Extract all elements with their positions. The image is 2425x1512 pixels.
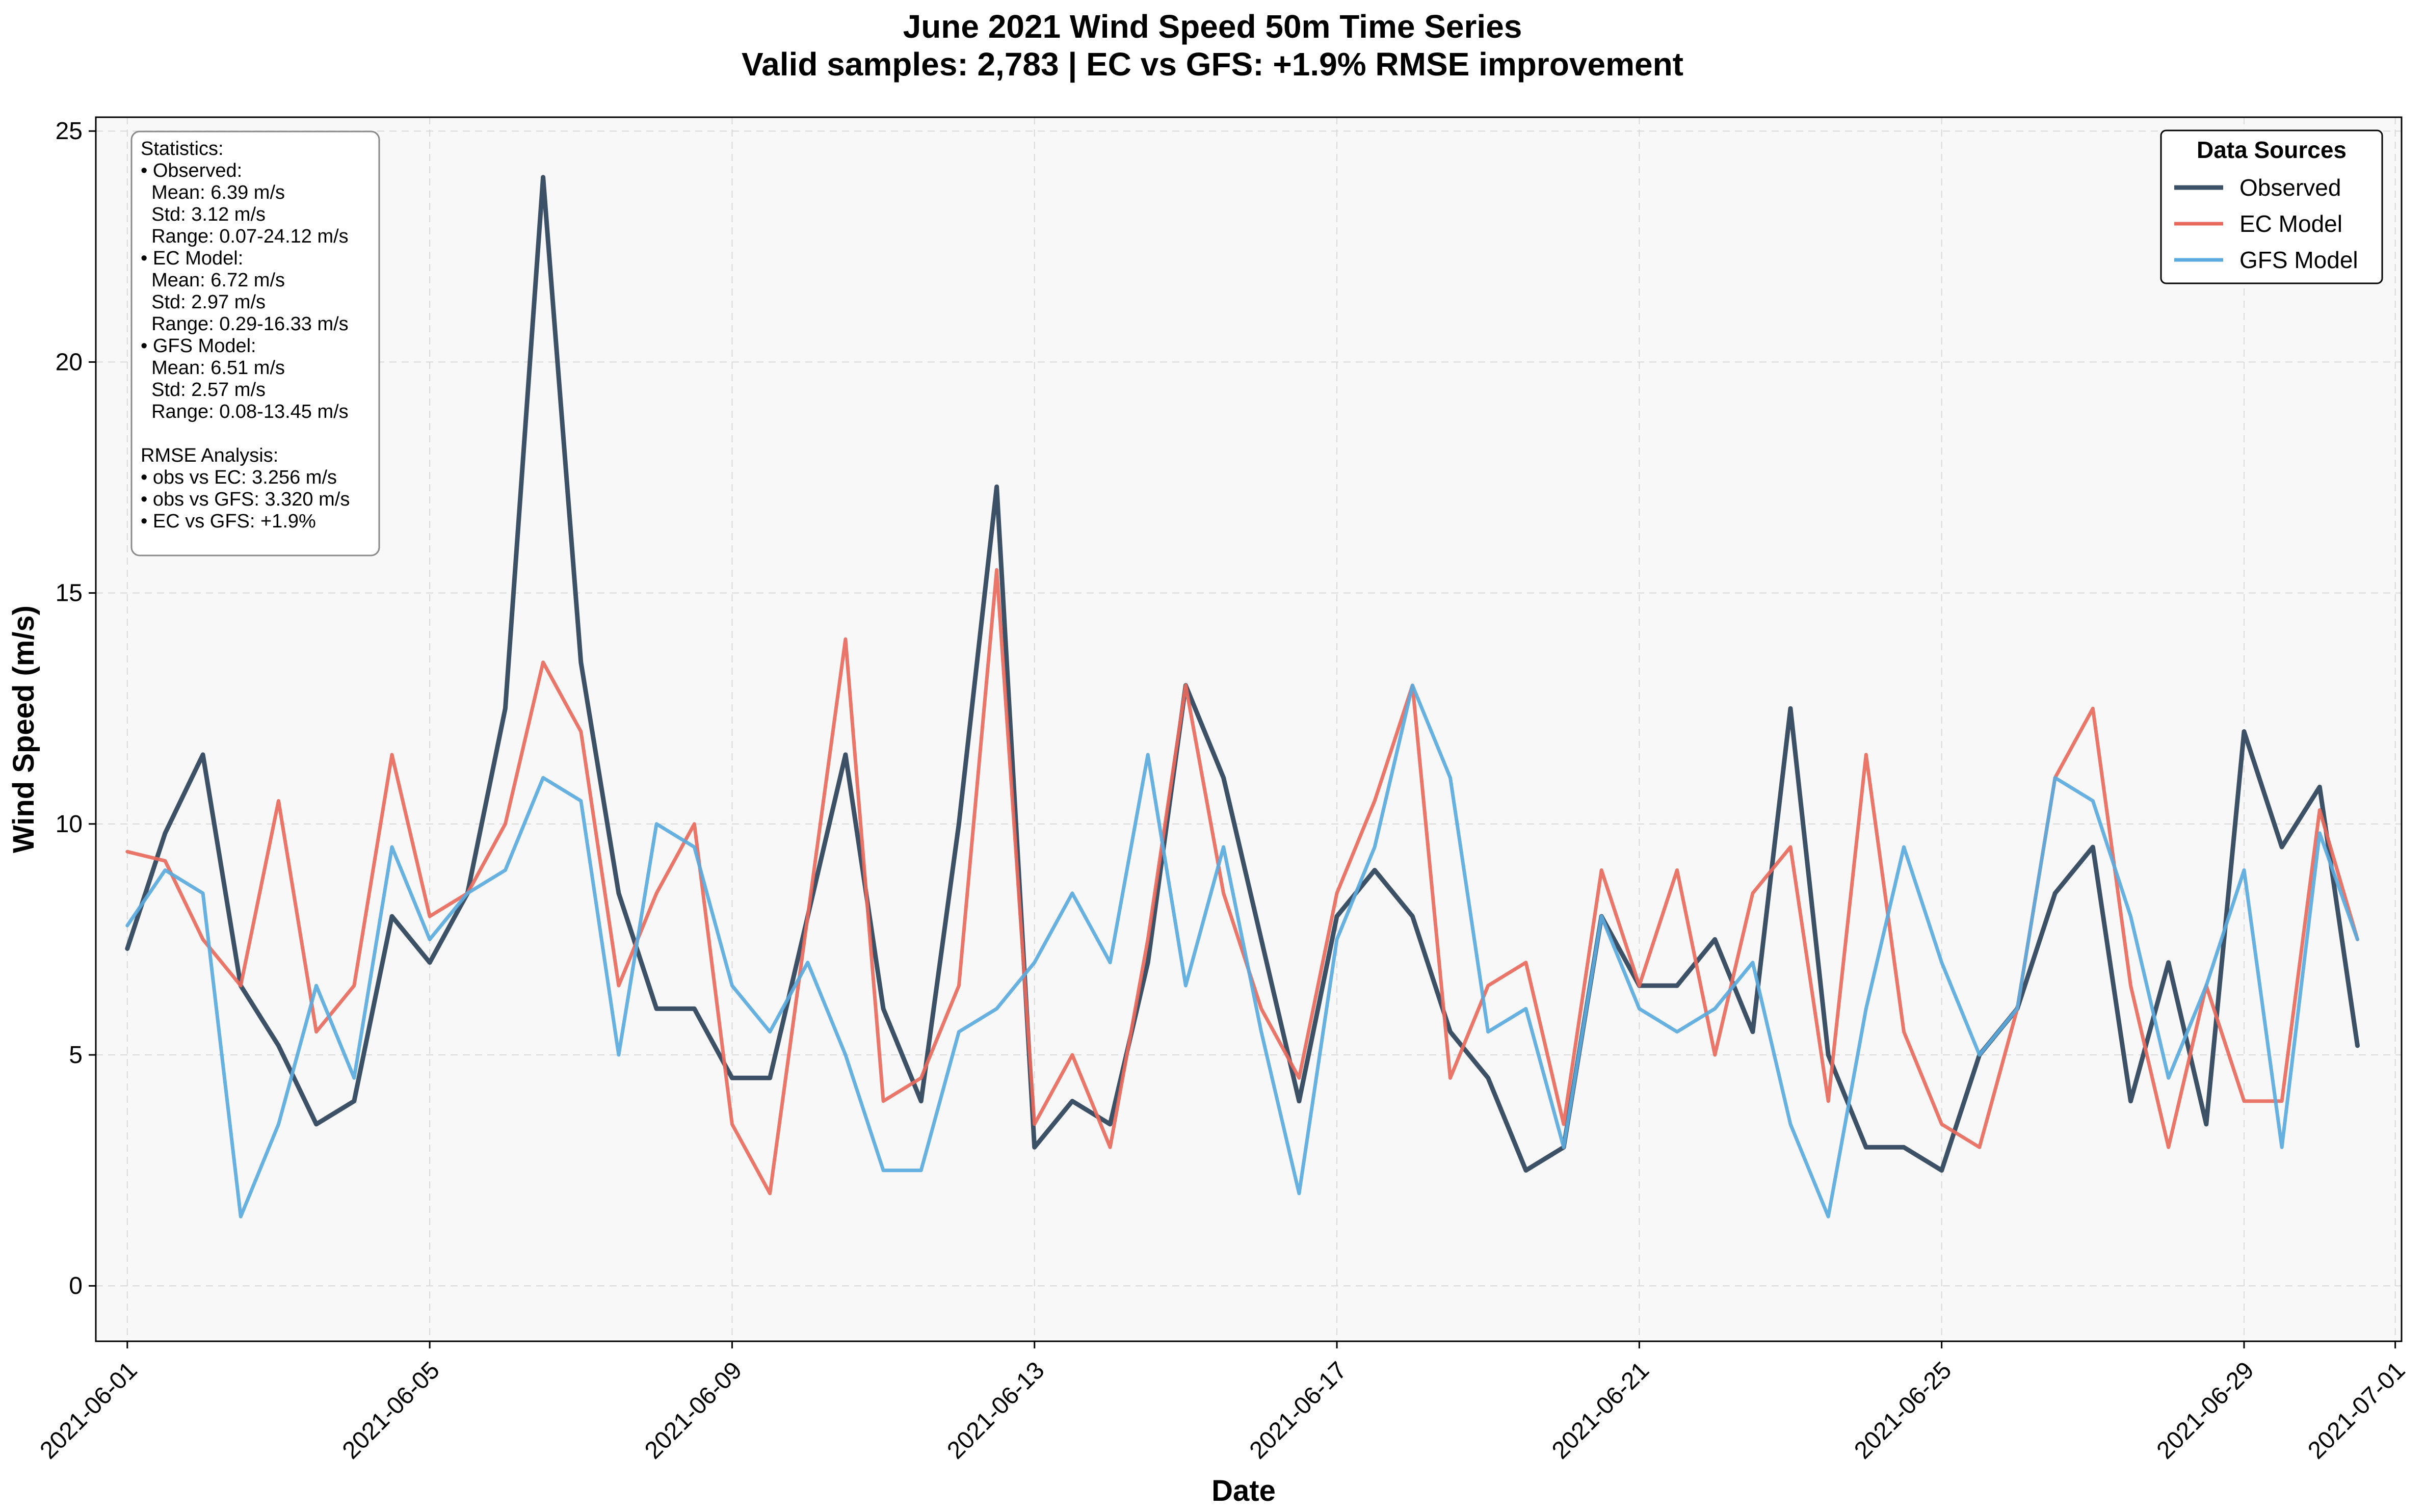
legend-label: Observed (2239, 174, 2341, 201)
legend-frame (2160, 129, 2383, 284)
series-line-ec-model (125, 568, 2359, 1196)
statistics-line: • Observed: (141, 160, 242, 181)
plot-area (96, 117, 2402, 1341)
series-lines (125, 175, 2360, 1218)
legend-label: GFS Model (2239, 247, 2358, 273)
legend: Data Sources Observed EC Model GFS Model (2160, 129, 2383, 284)
statistics-box-frame (130, 130, 380, 556)
statistics-line: Range: 0.08-13.45 m/s (141, 401, 349, 422)
plot-frame (95, 116, 2403, 1342)
statistics-line: Mean: 6.72 m/s (141, 270, 285, 291)
series-line-gfs-model (125, 683, 2359, 1218)
statistics-box: Statistics:• Observed: Mean: 6.39 m/s St… (130, 130, 380, 556)
y-tick-label: 15 (56, 580, 83, 607)
statistics-line: Std: 2.97 m/s (141, 291, 266, 313)
statistics-line: Statistics: (141, 138, 224, 160)
statistics-line: Std: 2.57 m/s (141, 379, 266, 401)
statistics-line: Range: 0.29-16.33 m/s (141, 313, 349, 335)
y-tick-label: 5 (69, 1042, 83, 1069)
y-tick-label: 10 (56, 811, 83, 838)
statistics-line: • obs vs EC: 3.256 m/s (141, 467, 337, 488)
chart-subtitle: Valid samples: 2,783 | EC vs GFS: +1.9% … (742, 46, 1683, 83)
statistics-line: Std: 3.12 m/s (141, 204, 266, 225)
statistics-line: • EC vs GFS: +1.9% (141, 511, 316, 532)
statistics-line: • EC Model: (141, 248, 243, 269)
statistics-line: • obs vs GFS: 3.320 m/s (141, 489, 350, 510)
statistics-line: RMSE Analysis: (141, 445, 278, 466)
y-tick-label: 25 (56, 118, 83, 145)
statistics-line: Mean: 6.51 m/s (141, 357, 285, 379)
chart-title: June 2021 Wind Speed 50m Time Series (903, 8, 1522, 45)
statistics-line: Range: 0.07-24.12 m/s (141, 226, 349, 247)
y-tick-label: 20 (56, 349, 83, 376)
legend-label: EC Model (2239, 210, 2342, 237)
x-axis-title: Date (1211, 1474, 1276, 1507)
legend-title: Data Sources (2197, 137, 2347, 163)
y-tick-label: 0 (69, 1272, 83, 1299)
y-axis-title: Wind Speed (m/s) (7, 605, 40, 853)
statistics-line: • GFS Model: (141, 335, 256, 357)
statistics-line: Mean: 6.39 m/s (141, 182, 285, 203)
y-axis-ticks: 0 5 10 15 20 25 (56, 118, 96, 1299)
